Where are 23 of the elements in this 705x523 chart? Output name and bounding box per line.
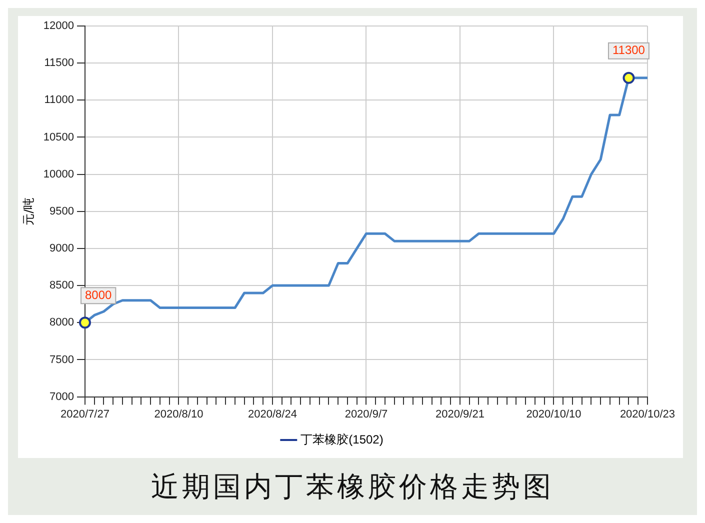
y-tick-label: 8000 [50, 316, 74, 329]
y-tick-label: 8500 [50, 280, 74, 292]
y-tick-label: 10000 [43, 168, 74, 180]
x-tick-label: 2020/7/27 [60, 408, 110, 420]
x-tick-label: 2020/9/21 [436, 408, 484, 420]
y-tick-label: 11500 [44, 57, 74, 70]
y-axis-title: 元/吨 [21, 197, 36, 226]
x-tick-label: 2020/8/24 [248, 408, 297, 420]
y-tick-label: 11000 [44, 94, 74, 106]
y-tick-label: 9500 [50, 205, 74, 218]
y-tick-label: 7000 [50, 390, 74, 403]
x-tick-label: 2020/10/23 [620, 408, 676, 420]
x-tick-label: 2020/8/10 [154, 408, 204, 420]
y-tick-label: 10500 [43, 131, 74, 144]
y-tick-label: 12000 [43, 20, 74, 32]
x-tick-label: 2020/9/7 [344, 408, 388, 420]
data-label: 11300 [612, 43, 646, 58]
x-tick-label: 2020/10/10 [526, 408, 582, 420]
y-tick-label: 9000 [50, 242, 74, 255]
legend-label: 丁苯橡胶(1502) [300, 432, 384, 446]
text: 近期国内丁苯橡胶价格走势图 [150, 469, 555, 505]
y-tick-label: 7500 [50, 354, 74, 366]
data-label: 8000 [84, 288, 112, 302]
